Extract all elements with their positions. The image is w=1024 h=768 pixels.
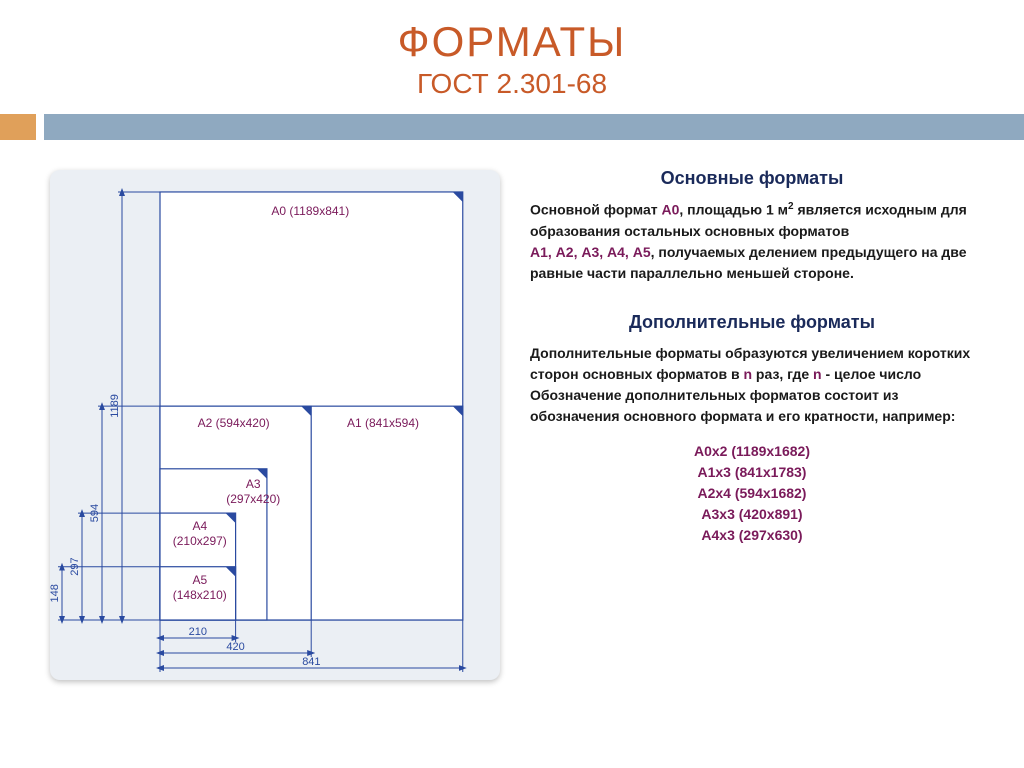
svg-text:148: 148 bbox=[50, 584, 61, 602]
sheet-label-a0: A0 (1189x841) bbox=[271, 204, 349, 219]
extra-format-item: А2x4 (594x1682) bbox=[530, 483, 974, 504]
description-column: Основные форматы Основной формат А0, пло… bbox=[530, 160, 994, 700]
header-bar-orange bbox=[0, 114, 36, 140]
sheet-label-a2: A2 (594x420) bbox=[198, 416, 270, 431]
main-formats-title: Основные форматы bbox=[530, 168, 974, 189]
svg-text:210: 210 bbox=[189, 626, 207, 638]
header-bar-blue bbox=[44, 114, 1024, 140]
extra-format-item: А1x3 (841x1783) bbox=[530, 462, 974, 483]
sheet-label-a5: A5(148x210) bbox=[170, 573, 230, 603]
page-title: ФОРМАТЫ bbox=[0, 18, 1024, 66]
title-block: ФОРМАТЫ ГОСТ 2.301-68 bbox=[0, 0, 1024, 108]
sheet-label-a4: A4(210x297) bbox=[170, 519, 230, 549]
extra-formats-title: Дополнительные форматы bbox=[530, 312, 974, 333]
sheet-label-a3: A3(297x420) bbox=[223, 477, 283, 507]
svg-text:841: 841 bbox=[302, 656, 320, 668]
formats-diagram: 1189594297148210420841 A0 (1189x841)A1 (… bbox=[50, 160, 500, 700]
main-formats-body: Основной формат А0, площадью 1 м2 являет… bbox=[530, 199, 974, 284]
extra-format-item: А0x2 (1189x1682) bbox=[530, 441, 974, 462]
extra-formats-body: Дополнительные форматы образуются увелич… bbox=[530, 343, 974, 427]
header-bar bbox=[0, 114, 1024, 140]
sheet-label-a1: A1 (841x594) bbox=[347, 416, 419, 431]
extra-format-item: А3x3 (420x891) bbox=[530, 504, 974, 525]
extra-format-item: А4x3 (297x630) bbox=[530, 525, 974, 546]
svg-text:420: 420 bbox=[226, 641, 244, 653]
extra-formats-list: А0x2 (1189x1682)А1x3 (841x1783)А2x4 (594… bbox=[530, 441, 974, 546]
page-subtitle: ГОСТ 2.301-68 bbox=[0, 68, 1024, 100]
